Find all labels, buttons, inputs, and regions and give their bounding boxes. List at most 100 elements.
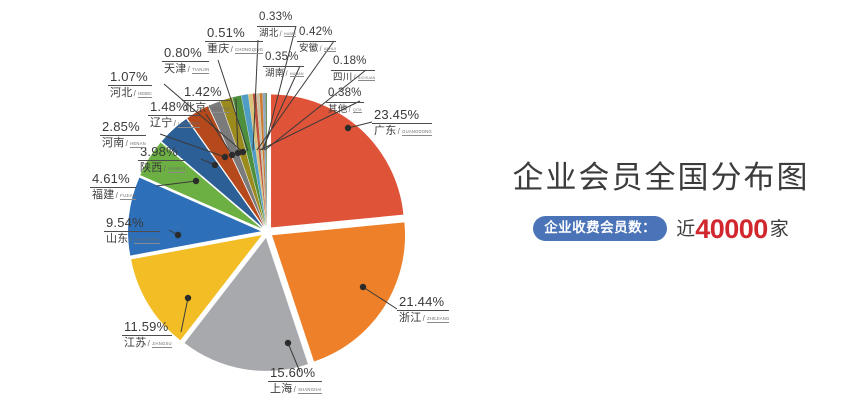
pie-slice[interactable]: [161, 118, 263, 228]
leader-dot: [359, 283, 367, 291]
leader-dot: [284, 339, 292, 347]
leader-line: [252, 39, 259, 151]
member-count-line: 企业收费会员数： 近40000 家: [470, 216, 852, 243]
pie-slice[interactable]: [272, 222, 406, 362]
callout-chongqing-name: 重庆/CHONGQING: [207, 43, 264, 55]
pie-chart-svg: [128, 25, 406, 373]
callout-rule: [100, 135, 146, 136]
pie-slice[interactable]: [208, 101, 265, 227]
callout-tianjin: 0.80% 天津/TIANJIN: [162, 45, 210, 75]
callout-hebei: 1.07% 河北/HEBEI: [108, 70, 152, 99]
callout-rule: [182, 100, 230, 101]
callout-rule: [90, 187, 136, 188]
callout-rule: [138, 160, 185, 161]
callout-shandong-pct: 9.54%: [106, 215, 144, 230]
callout-rule: [397, 310, 450, 311]
callout-anhui-name: 安徽/ANHUI: [299, 42, 337, 54]
pie-slice[interactable]: [256, 93, 267, 227]
callout-beijing: 1.42% 北京/BEIJING: [182, 85, 230, 114]
leader-dot: [234, 149, 242, 157]
callout-henan-pct: 2.85%: [102, 119, 140, 134]
callout-hunan-pct: 0.35%: [265, 51, 299, 63]
pie-slice[interactable]: [262, 93, 267, 227]
callout-rule: [372, 123, 432, 124]
callout-tianjin-pct: 0.80%: [164, 45, 202, 60]
page-title: 企业会员全国分布图: [512, 160, 810, 195]
member-count-number: 40000: [695, 214, 768, 244]
callout-beijing-pct: 1.42%: [184, 84, 222, 99]
pie-slice[interactable]: [248, 93, 267, 227]
leader-line: [264, 69, 367, 151]
leader-dot: [239, 148, 247, 156]
callout-rule: [162, 61, 210, 62]
pie-slice[interactable]: [241, 94, 267, 227]
pie-slice[interactable]: [252, 93, 267, 227]
callout-chongqing: 0.51% 重庆/CHONGQING: [205, 25, 264, 55]
leader-dot: [228, 151, 236, 159]
callout-shanghai: 15.60% 上海/SHANGHAI: [268, 366, 322, 395]
callout-rule: [108, 85, 152, 86]
pie-slice[interactable]: [187, 106, 264, 227]
callout-chongqing-pct: 0.51%: [207, 25, 245, 40]
callout-zhejiang-name: 浙江/ZHEJIANG: [399, 312, 450, 324]
callout-hubei-name: 湖北/HUBEI: [259, 27, 296, 39]
leader-line: [362, 286, 398, 310]
callout-rule: [326, 101, 364, 103]
member-count-suffix: 家: [769, 219, 789, 240]
pie-slice[interactable]: [131, 235, 262, 341]
leader-line: [205, 113, 233, 156]
pie-slice[interactable]: [259, 93, 267, 227]
callout-shanghai-pct: 15.60%: [270, 365, 316, 380]
callout-rule: [148, 115, 200, 116]
callout-liaoning-name: 辽宁/LIAONING: [150, 117, 200, 129]
leader-dot: [184, 294, 192, 302]
pie-slice[interactable]: [220, 97, 266, 227]
callout-guangdong: 23.45% 广东/GUANGDONG: [372, 108, 432, 137]
callout-jiangsu-name: 江苏/JIANGSU: [124, 337, 172, 349]
pie-slice[interactable]: [265, 93, 267, 227]
leader-dot: [211, 161, 219, 169]
callout-sichuan: 0.18% 四川/SICHUAN: [331, 55, 376, 83]
callout-hubei-pct: 0.33%: [259, 11, 293, 23]
pie-chart-region: [128, 25, 406, 373]
callout-sichuan-name: 四川/SICHUAN: [333, 71, 376, 83]
leader-line: [347, 121, 373, 129]
callout-qita-pct: 0.38%: [328, 87, 362, 99]
callout-liaoning-pct: 1.48%: [150, 99, 188, 114]
callout-henan: 2.85% 河南/HENAN: [100, 120, 146, 149]
callout-beijing-name: 北京/BEIJING: [184, 102, 230, 114]
callout-guangdong-pct: 23.45%: [374, 107, 420, 122]
callout-anhui-pct: 0.42%: [299, 26, 333, 38]
callout-shanxi: 3.98% 陕西/SHANXI: [138, 145, 185, 174]
callout-jiangsu-pct: 11.59%: [124, 319, 169, 334]
leader-line: [259, 100, 361, 151]
right-text-panel: 企业会员全国分布图 企业收费会员数： 近40000 家: [470, 0, 852, 411]
callout-fujian-name: 福建/FUJIAN: [92, 189, 136, 201]
callout-hunan-name: 湖南/HUNAN: [265, 67, 304, 79]
leader-dot: [221, 153, 229, 161]
leader-dot: [344, 124, 352, 132]
callout-shandong-name: 山东/SHANDONG: [106, 233, 160, 245]
callout-hubei: 0.33% 湖北/HUBEI: [257, 11, 296, 39]
pie-slice[interactable]: [128, 177, 262, 256]
callout-rule: [268, 381, 322, 382]
callout-rule: [205, 41, 264, 42]
callout-rule: [122, 335, 172, 336]
callout-shanxi-pct: 3.98%: [140, 144, 178, 159]
callout-zhejiang-pct: 21.44%: [399, 294, 445, 309]
pie-slice[interactable]: [184, 237, 308, 371]
callout-zhejiang: 21.44% 浙江/ZHEJIANG: [397, 294, 450, 324]
callout-fujian-pct: 4.61%: [92, 171, 130, 186]
callout-jiangsu: 11.59% 江苏/JIANGSU: [122, 320, 172, 349]
callout-tianjin-name: 天津/TIANJIN: [164, 63, 210, 75]
callout-rule: [104, 231, 160, 232]
callout-sichuan-pct: 0.18%: [333, 55, 367, 67]
callout-shandong: 9.54% 山东/SHANDONG: [104, 216, 160, 245]
status-badge: 企业收费会员数：: [533, 216, 668, 241]
pie-slice[interactable]: [140, 142, 262, 229]
callout-rule: [257, 25, 296, 27]
pie-slice[interactable]: [271, 94, 404, 228]
callout-fujian: 4.61% 福建/FUJIAN: [90, 172, 136, 201]
callout-rule: [263, 65, 304, 67]
